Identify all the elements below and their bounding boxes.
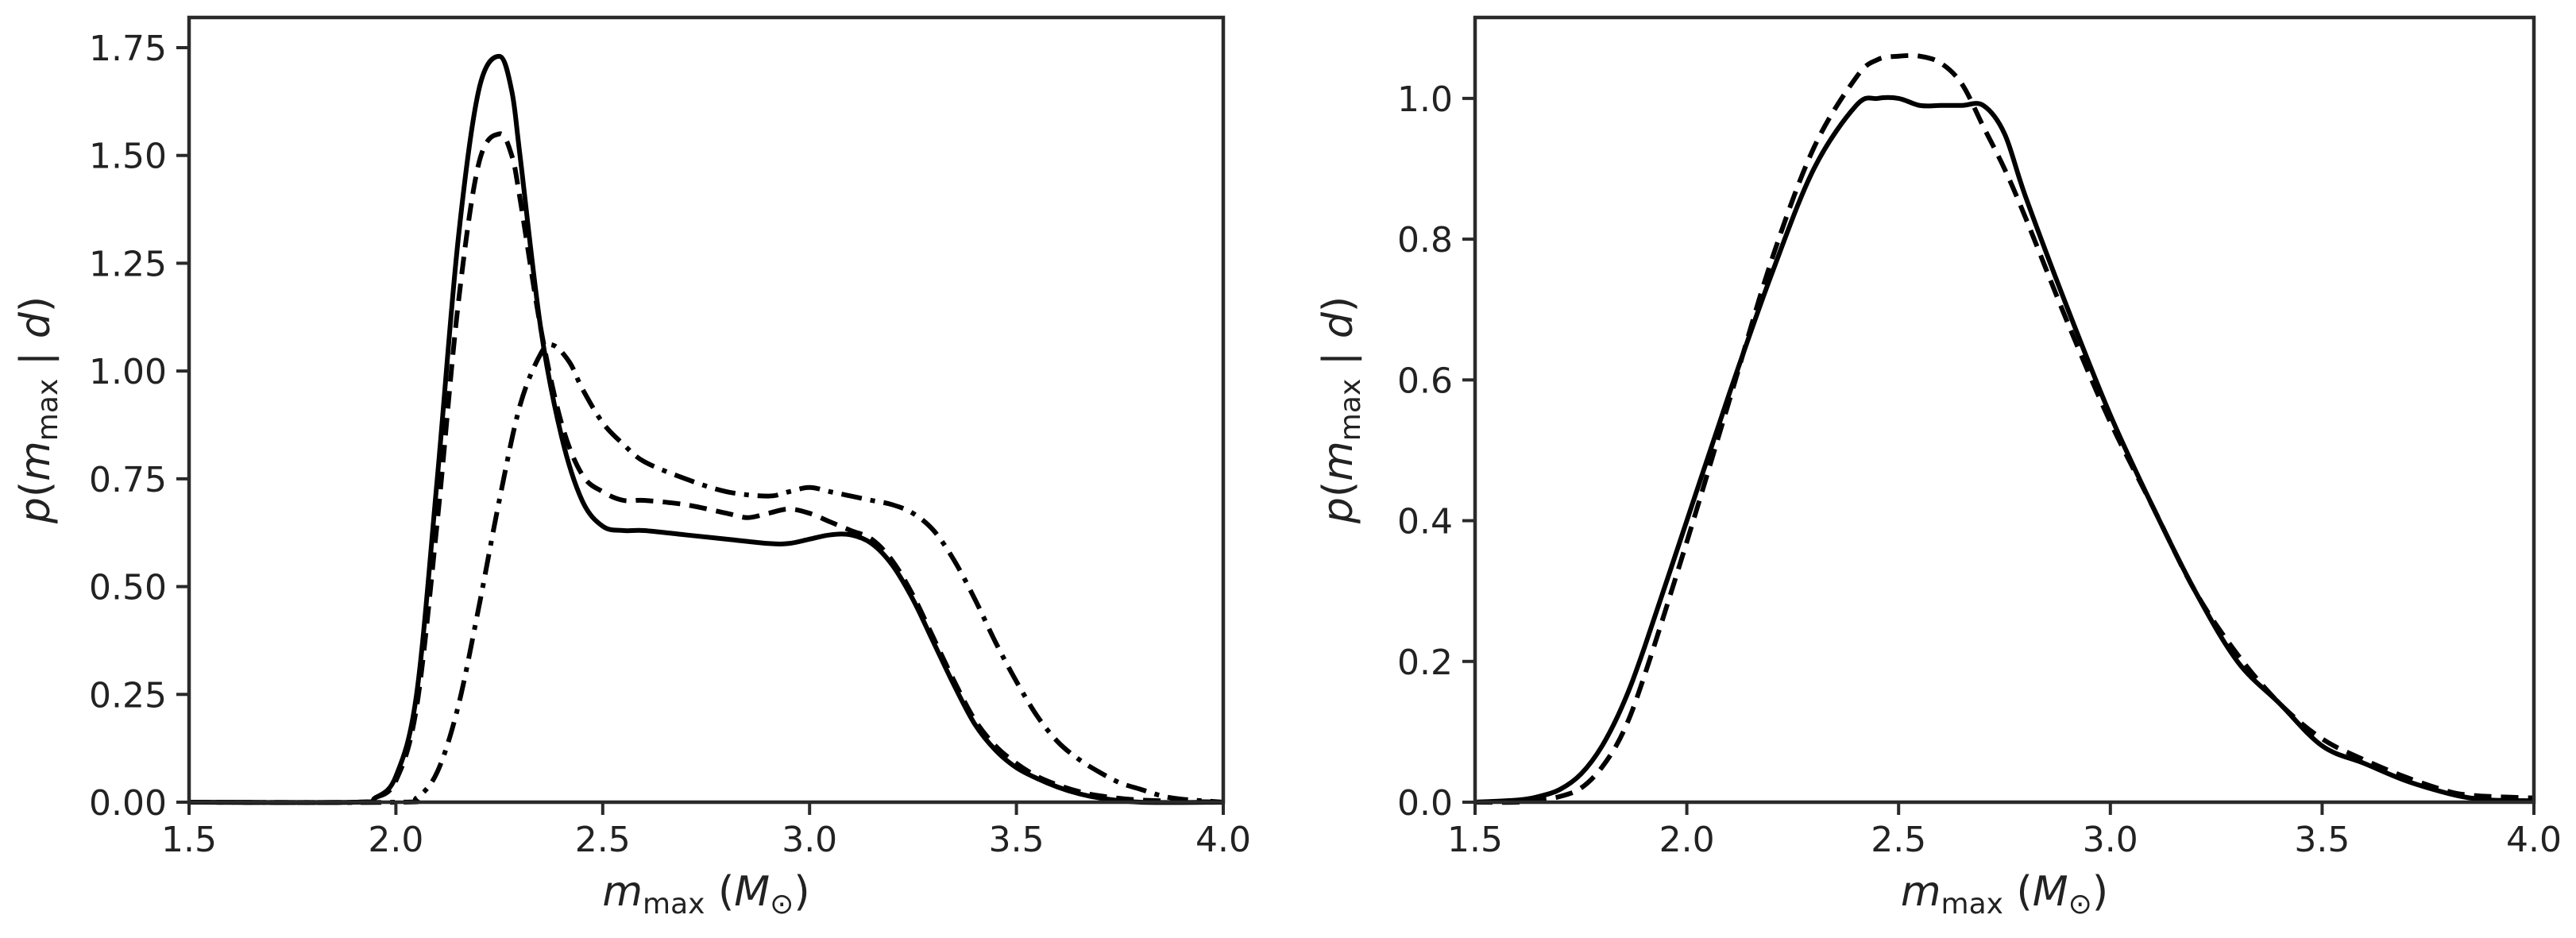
x-tick-label: 4.0 [1195,820,1251,860]
series-line-dashdot [188,342,1224,805]
y-tick-label: 0.0 [1397,783,1453,824]
y-tick-label: 1.50 [89,137,167,177]
y-tick-label: 0.8 [1397,220,1453,261]
x-tick-label: 1.5 [161,820,217,860]
y-tick-label: 0.00 [89,783,167,824]
x-tick-label: 3.5 [989,820,1045,860]
y-tick-label: 1.25 [89,244,167,284]
y-tick-label: 1.75 [89,29,167,69]
y-tick-label: 1.0 [1397,79,1453,120]
y-axis-label: p(mmax | d) [1315,296,1367,524]
x-axis-label: mmax (M⊙) [1901,868,2108,921]
series-line-solid [1474,95,2535,805]
x-tick-label: 3.5 [2294,820,2350,860]
x-tick-label: 4.0 [2506,820,2562,860]
x-tick-label: 3.0 [2083,820,2138,860]
x-axis-label: mmax (M⊙) [602,868,809,921]
y-tick-label: 0.75 [89,460,167,500]
series-line-dashed [188,131,1224,805]
y-tick-label: 0.2 [1397,643,1453,683]
y-tick-label: 0.50 [89,568,167,608]
series-group [188,53,1224,805]
left-panel: 1.5 2.0 2.5 3.0 3.5 4.0 0.00 0.25 0.50 0.75 1.00 1.… [12,15,1251,921]
y-tick-label: 0.4 [1397,502,1453,542]
right-panel: 1.5 2.0 2.5 3.0 3.5 4.0 0.0 0.2 0.4 0.6 0.8 1.0 mmax… [1315,15,2562,921]
x-tick-label: 2.5 [575,820,631,860]
y-tick-label: 0.25 [89,675,167,716]
series-group [1474,52,2535,805]
y-tick-label: 0.6 [1397,361,1453,401]
x-tick-label: 2.5 [1871,820,1926,860]
plot-frame [187,15,1226,805]
x-tick-label: 3.0 [782,820,837,860]
x-tick-label: 2.0 [1659,820,1715,860]
y-axis-label: p(mmax | d) [12,296,64,524]
x-tick-label: 2.0 [368,820,423,860]
series-line-dashed [1474,52,2535,805]
series-line-solid [188,53,1224,805]
x-tick-label: 1.5 [1447,820,1503,860]
y-tick-label: 1.00 [89,352,167,392]
plot-frame [1473,15,2536,805]
